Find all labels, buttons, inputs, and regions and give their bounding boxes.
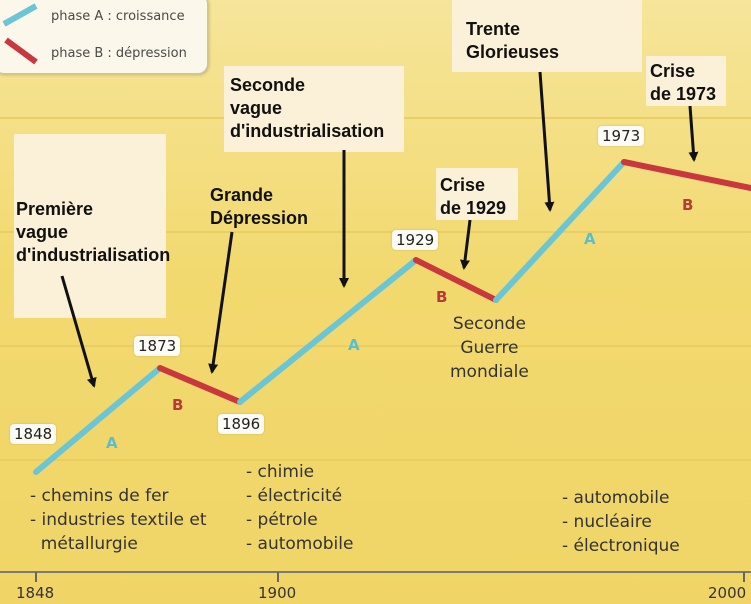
- phase-letter-b: B: [436, 288, 448, 306]
- industries-third-wave: - automobile - nucléaire - électronique: [562, 488, 680, 556]
- trente-glorieuses-annotation: Trente Glorieuses: [466, 19, 560, 62]
- ww2-label: Seconde Guerre mondiale: [450, 314, 529, 382]
- year-label-1929: 1929: [392, 230, 439, 250]
- curve-segment-phase-b: [621, 159, 751, 191]
- first-wave-arrow: [60, 275, 97, 388]
- axis-tick-label-2000: 2000: [708, 584, 747, 602]
- legend-swatch-overlay: [2, 3, 38, 65]
- crisis-1973-annotation: Crise de 1973: [650, 61, 717, 104]
- phase-letter-a: A: [584, 230, 596, 248]
- trente-glorieuses-arrow: [538, 71, 555, 212]
- annotation-arrows: [60, 71, 699, 388]
- great-depression-arrow: [208, 231, 234, 374]
- industries-first-wave: - chemins de fer - industries textile et…: [30, 486, 207, 554]
- crisis-1973-arrow: [688, 105, 699, 162]
- second-wave-annotation: Seconde vague d'industrialisation: [230, 75, 385, 141]
- year-label-1896: 1896: [218, 414, 265, 434]
- curve-segment-phase-a: [493, 159, 627, 303]
- phase-letter-b: B: [172, 396, 184, 414]
- year-label-1848: 1848: [10, 424, 57, 444]
- phase-b-swatch-icon: [4, 37, 38, 65]
- trente-glorieuses-label-bg: [452, 0, 642, 72]
- crisis-1973-label-bg: [646, 56, 726, 106]
- curve-segment-phase-b: [157, 365, 243, 405]
- first-wave-label-bg: [14, 134, 166, 318]
- great-depression-annotation: Grande Dépression: [210, 185, 309, 228]
- phase-letter-a: A: [106, 434, 118, 452]
- legend-phase-a-label: phase A : croissance: [51, 9, 185, 24]
- phase-letter-b: B: [682, 196, 694, 214]
- second-wave-label-bg: [224, 66, 404, 152]
- year-label-1973: 1973: [598, 126, 645, 146]
- crisis-1929-arrow: [460, 219, 472, 270]
- year-label-1873: 1873: [134, 336, 181, 356]
- phase-letter-a: A: [348, 336, 360, 354]
- first-wave-annotation: Première vague d'industrialisation: [16, 199, 171, 265]
- phase-a-swatch-icon: [2, 3, 38, 27]
- axis-tick-label-1900: 1900: [258, 584, 297, 602]
- curve-segments: [33, 159, 751, 475]
- crisis-1929-label-bg: [436, 168, 518, 220]
- legend-phase-b-label: phase B : dépression: [51, 46, 187, 61]
- time-axis: [0, 571, 751, 582]
- curve-segment-phase-a: [237, 257, 419, 405]
- axis-tick-label-1848: 1848: [16, 584, 55, 602]
- curve-segment-phase-a: [33, 365, 163, 475]
- curve-segment-phase-b: [413, 257, 499, 303]
- industries-second-wave: - chimie - électricité - pétrole - autom…: [246, 462, 354, 554]
- crisis-1929-annotation: Crise de 1929: [440, 175, 507, 218]
